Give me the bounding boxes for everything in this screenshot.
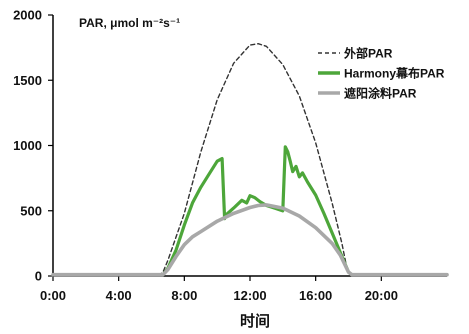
x-axis-label: 时间 <box>240 312 270 330</box>
legend-entry-shade-paint-par: 遮阳涂料PAR <box>318 86 417 101</box>
x-tick-label: 16:00 <box>299 288 332 303</box>
harmony-screen-par-line <box>51 145 449 277</box>
legend-label: 遮阳涂料PAR <box>344 86 417 101</box>
outside-par-line <box>52 43 448 276</box>
x-tick-label: 8:00 <box>171 288 197 303</box>
legend-entry-harmony-par: Harmony幕布PAR <box>318 66 445 81</box>
x-tick-label: 4:00 <box>106 288 132 303</box>
y-tick-label: 0 <box>35 269 42 284</box>
legend-entry-outside-par: 外部PAR <box>318 46 393 61</box>
y-axis-ticks: 0 500 1000 1500 2000 <box>13 8 53 284</box>
x-axis-ticks: 0:00 4:00 8:00 12:00 16:00 20:00 <box>40 276 398 303</box>
legend-label: 外部PAR <box>344 46 393 61</box>
x-tick-label: 12:00 <box>233 288 266 303</box>
y-tick-label: 2000 <box>13 8 42 23</box>
x-tick-label: 0:00 <box>40 288 66 303</box>
y-tick-label: 1500 <box>13 73 42 88</box>
y-tick-label: 500 <box>20 203 42 218</box>
par-unit-annotation: PAR, μmol m⁻²s⁻¹ <box>79 16 180 30</box>
legend-label: Harmony幕布PAR <box>344 66 445 81</box>
y-tick-label: 1000 <box>13 138 42 153</box>
series-lines <box>51 43 449 277</box>
shade-paint-par-line <box>51 203 449 277</box>
legend: 外部PAR Harmony幕布PAR 遮阳涂料PAR <box>318 46 445 101</box>
x-tick-label: 20:00 <box>365 288 398 303</box>
